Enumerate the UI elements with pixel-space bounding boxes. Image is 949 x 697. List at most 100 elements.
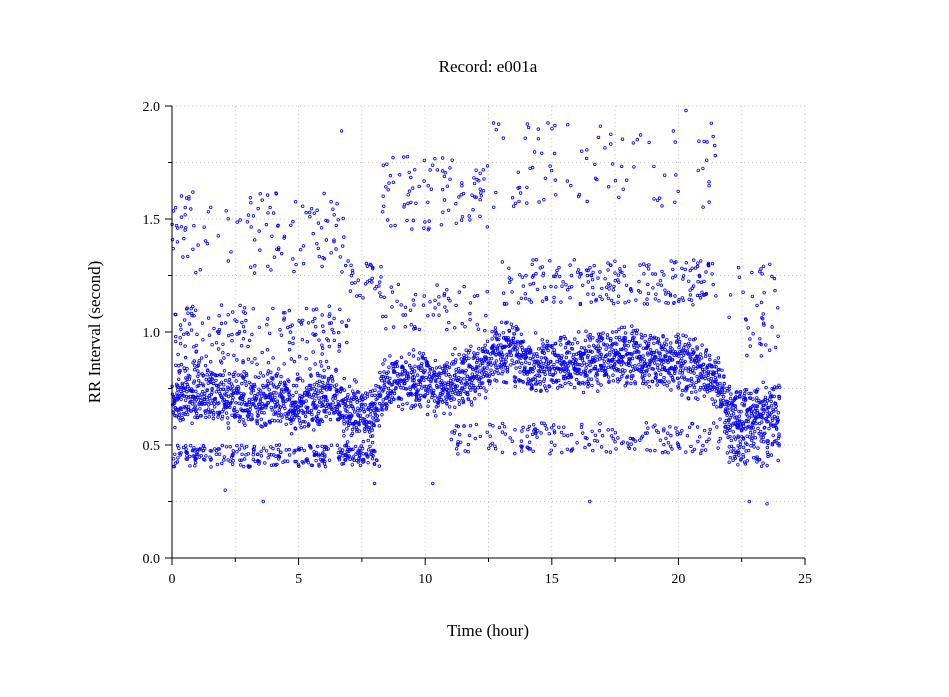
data-point: [709, 376, 713, 381]
data-point: [437, 295, 441, 299]
data-point: [187, 195, 191, 199]
data-point: [271, 211, 276, 215]
data-point: [538, 382, 542, 386]
data-point: [197, 372, 201, 376]
data-point: [414, 387, 418, 391]
data-point: [534, 271, 538, 276]
data-point: [342, 235, 346, 239]
data-point: [171, 209, 176, 213]
data-point: [777, 434, 781, 438]
data-point: [645, 448, 649, 452]
data-point: [695, 425, 700, 429]
data-point: [501, 369, 505, 374]
data-point: [198, 395, 202, 400]
data-point: [548, 259, 552, 263]
data-point: [254, 406, 258, 410]
data-point: [641, 376, 645, 381]
data-point: [347, 454, 351, 458]
data-point: [407, 352, 411, 356]
data-point: [283, 406, 287, 411]
data-point: [361, 296, 365, 300]
data-point: [365, 414, 369, 418]
data-point: [290, 415, 294, 419]
data-point: [188, 444, 193, 448]
data-point: [494, 365, 498, 369]
x-axis-ticks: 0 5 10 15 20 25: [169, 558, 812, 587]
data-point: [200, 321, 205, 325]
data-point: [528, 379, 532, 383]
data-point: [192, 314, 196, 318]
data-point: [726, 435, 730, 440]
data-point: [367, 430, 372, 434]
data-point: [183, 444, 188, 448]
data-point: [285, 387, 290, 391]
data-point: [412, 369, 417, 373]
data-point: [728, 396, 733, 401]
data-point: [772, 276, 777, 281]
data-point: [689, 444, 693, 449]
data-point: [638, 357, 643, 361]
data-point: [250, 360, 254, 364]
data-point: [775, 441, 779, 445]
data-point: [309, 206, 314, 211]
data-point: [310, 395, 314, 400]
data-point: [293, 400, 298, 404]
data-point: [355, 294, 359, 298]
data-point: [412, 385, 416, 389]
data-point: [755, 460, 759, 464]
data-point: [606, 428, 610, 432]
data-point: [283, 311, 287, 315]
data-point: [630, 331, 634, 336]
data-point: [217, 401, 221, 405]
data-point: [301, 461, 305, 465]
data-point: [586, 354, 590, 358]
data-point: [271, 398, 275, 402]
data-point: [610, 434, 614, 438]
data-point: [638, 343, 642, 347]
data-point: [497, 333, 502, 337]
data-point: [219, 380, 224, 384]
data-point: [721, 386, 725, 390]
data-point: [616, 273, 621, 277]
data-point: [404, 387, 409, 391]
data-point: [313, 362, 317, 366]
data-point: [382, 379, 387, 383]
data-point: [504, 360, 508, 364]
data-point: [688, 337, 692, 341]
data-point: [616, 367, 620, 372]
data-point: [680, 393, 684, 397]
data-point: [230, 462, 235, 466]
data-point: [624, 178, 629, 182]
data-point: [485, 374, 489, 378]
data-point: [216, 387, 220, 391]
data-point: [759, 439, 763, 443]
data-point: [241, 360, 245, 365]
data-point: [526, 125, 531, 130]
data-point: [677, 299, 681, 304]
data-point: [593, 162, 597, 167]
data-point: [640, 336, 644, 340]
data-point: [536, 137, 541, 141]
data-point: [618, 369, 622, 373]
data-point: [653, 297, 657, 301]
data-point: [695, 293, 700, 298]
data-point: [735, 396, 739, 400]
data-point: [521, 284, 525, 288]
data-point: [177, 446, 181, 450]
data-points: [170, 108, 782, 506]
data-point: [760, 272, 764, 276]
data-point: [294, 384, 299, 388]
data-point: [534, 431, 538, 435]
data-point: [387, 381, 392, 385]
data-point: [390, 382, 395, 387]
data-point: [614, 330, 618, 334]
data-point: [449, 398, 453, 402]
data-point: [473, 436, 477, 441]
data-point: [677, 381, 681, 385]
data-point: [572, 385, 577, 390]
data-point: [427, 388, 431, 392]
data-point: [714, 365, 718, 369]
data-point: [193, 404, 197, 408]
data-point: [348, 457, 352, 461]
